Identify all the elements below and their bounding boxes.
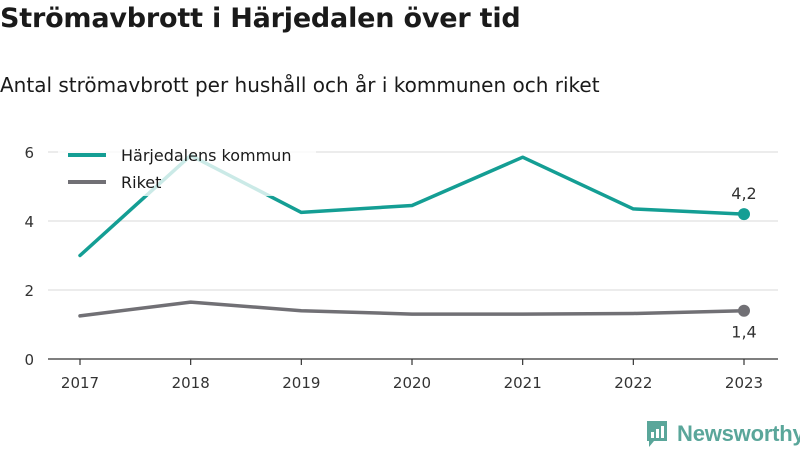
x-tick-label: 2020 (393, 374, 431, 392)
brand-logo: Newsworthy (645, 420, 800, 448)
newsworthy-logo-icon (647, 421, 667, 447)
y-tick-label: 0 (24, 351, 34, 369)
x-tick-label: 2019 (282, 374, 320, 392)
x-tick-label: 2021 (504, 374, 542, 392)
legend-label: Härjedalens kommun (121, 146, 291, 165)
x-tick-label: 2017 (61, 374, 99, 392)
series-end-marker (738, 208, 750, 221)
x-tick-label: 2022 (614, 374, 652, 392)
brand-name: Newsworthy (677, 421, 800, 446)
chart-subtitle: Antal strömavbrott per hushåll och år i … (0, 73, 600, 97)
data-label: 4,2 (731, 184, 756, 203)
legend-background (58, 142, 316, 196)
y-tick-label: 4 (24, 213, 34, 231)
x-tick-label: 2023 (725, 374, 763, 392)
series-end-marker (738, 304, 750, 317)
legend-label: Riket (121, 173, 161, 192)
x-tick-label: 2018 (172, 374, 210, 392)
y-tick-label: 6 (24, 144, 34, 162)
chart-title: Strömavbrott i Härjedalen över tid (0, 3, 521, 34)
data-label: 1,4 (731, 323, 756, 342)
y-tick-label: 2 (24, 282, 34, 300)
series-line (78, 300, 746, 318)
